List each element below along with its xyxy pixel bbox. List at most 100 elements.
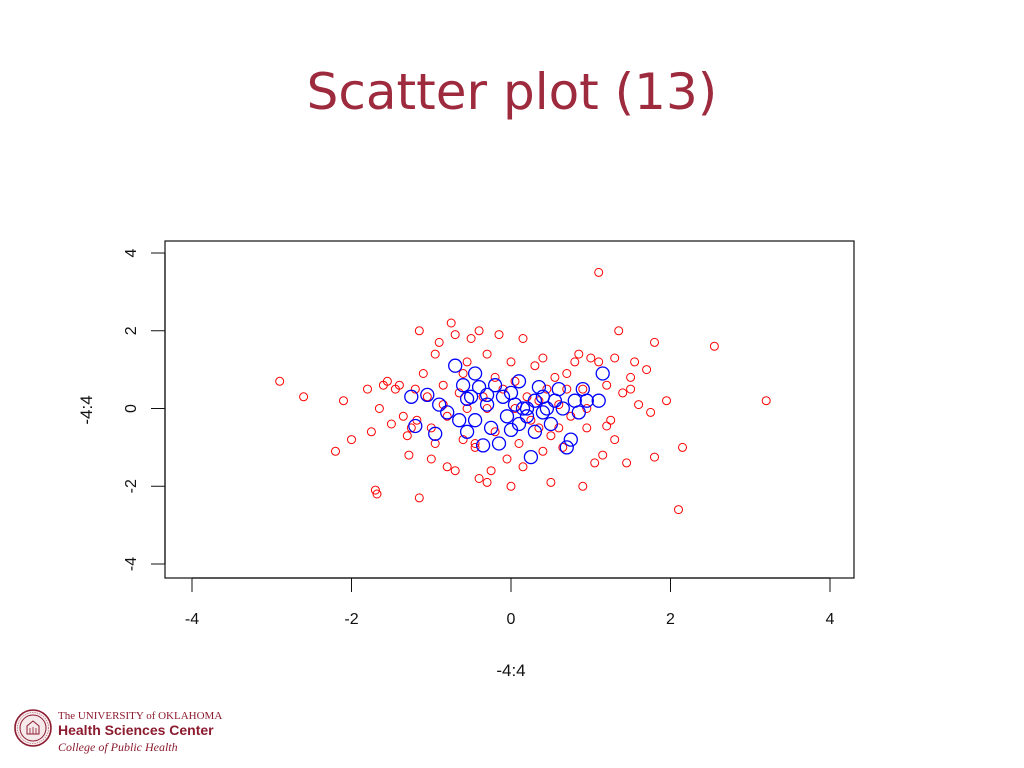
blue-point	[499, 409, 515, 424]
blue-point	[503, 385, 519, 401]
red-point	[450, 330, 460, 340]
red-point	[590, 458, 600, 468]
red-point	[446, 318, 456, 328]
red-point	[678, 442, 687, 452]
red-point	[372, 489, 382, 499]
blue-point	[527, 393, 543, 408]
red-point	[331, 446, 340, 456]
blue-point	[579, 393, 594, 408]
red-point	[618, 388, 628, 398]
blue-point	[591, 393, 606, 408]
red-point	[674, 505, 683, 515]
blue-point	[563, 432, 578, 447]
blue-point	[467, 413, 483, 428]
red-point	[558, 442, 568, 452]
blue-point	[479, 387, 495, 403]
red-point	[470, 442, 480, 452]
red-point	[275, 376, 285, 386]
red-point	[586, 353, 596, 363]
red-point	[382, 376, 392, 386]
blue-point	[432, 397, 447, 412]
blue-point	[595, 366, 610, 381]
red-point	[398, 411, 408, 421]
red-point	[510, 376, 520, 386]
red-point	[566, 411, 576, 421]
red-point	[366, 427, 376, 437]
blue-point	[483, 420, 499, 436]
red-point	[462, 357, 472, 367]
blue-point	[487, 378, 503, 393]
red-point	[482, 404, 492, 413]
x-axis-label: -4:4	[496, 661, 525, 680]
red-point	[470, 439, 480, 448]
red-point	[442, 462, 452, 472]
y-tick-label: -4	[123, 557, 140, 571]
red-point	[614, 326, 624, 336]
red-point	[538, 353, 548, 363]
red-point	[606, 415, 616, 425]
x-tick-label: 4	[826, 611, 835, 628]
y-axis: -4 -2 0 2 4 -4:4	[77, 248, 166, 571]
red-point	[582, 404, 592, 413]
red-point	[662, 396, 671, 406]
red-point	[434, 337, 444, 347]
red-point	[602, 421, 612, 431]
red-point	[347, 435, 356, 445]
x-axis: -4 -2 0 2 4 -4:4	[185, 577, 835, 680]
blue-point	[467, 366, 483, 381]
blue-point	[559, 440, 574, 455]
blue-point	[428, 426, 443, 441]
blue-point	[551, 381, 566, 397]
red-point	[414, 326, 424, 336]
red-point	[438, 380, 448, 390]
red-point	[646, 407, 656, 417]
red-point	[426, 454, 436, 464]
blue-point	[455, 378, 471, 393]
y-tick-label: 4	[123, 248, 140, 257]
red-point	[474, 326, 484, 336]
red-point	[490, 427, 500, 437]
blue-point	[452, 413, 467, 428]
blue-point	[420, 387, 435, 403]
red-point	[450, 466, 460, 476]
red-point	[482, 349, 492, 359]
blue-point	[479, 397, 495, 412]
red-point	[506, 357, 516, 367]
blue-point	[491, 436, 507, 451]
blue-point	[448, 358, 463, 373]
red-point	[363, 384, 372, 394]
red-point	[554, 400, 564, 410]
blue-point	[475, 438, 491, 453]
red-point	[422, 392, 432, 402]
blue-point	[539, 401, 555, 416]
red-point	[394, 380, 404, 390]
red-point	[430, 349, 440, 359]
red-point	[622, 458, 632, 468]
red-point	[482, 477, 492, 487]
blue-point	[555, 401, 570, 416]
red-point	[578, 384, 588, 394]
red-point	[546, 477, 556, 487]
red-point	[494, 330, 504, 340]
red-point	[402, 431, 412, 441]
blue-point	[495, 389, 511, 404]
red-point	[490, 372, 500, 382]
red-point	[602, 380, 612, 390]
red-point	[526, 415, 536, 425]
blue-point	[519, 409, 535, 424]
red-point	[502, 454, 512, 464]
red-point	[518, 462, 528, 472]
red-point	[462, 404, 472, 413]
blue-point	[567, 393, 582, 408]
red-point	[430, 439, 440, 448]
red-point	[418, 369, 428, 378]
university-logo: The UNIVERSITY of OKLAHOMA Health Scienc…	[14, 708, 254, 758]
red-point	[486, 466, 496, 476]
red-point	[534, 423, 544, 433]
red-point	[610, 353, 620, 363]
y-tick-label: -2	[123, 479, 140, 493]
slide-title: Scatter plot (13)	[306, 63, 718, 121]
red-point	[458, 435, 468, 445]
blue-point	[404, 389, 419, 404]
red-point	[630, 357, 640, 367]
